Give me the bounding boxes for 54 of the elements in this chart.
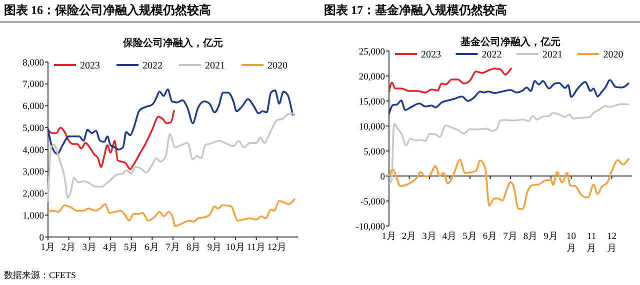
x-tick-label: 9月	[544, 231, 558, 242]
x-tick-label: 10月	[226, 242, 246, 253]
y-tick-label: 4,000	[22, 146, 44, 156]
y-tick-label: 5,000	[22, 124, 44, 134]
y-tick-label: 8,000	[22, 58, 44, 68]
x-tick-label: 12月	[267, 242, 287, 253]
legend-label: 2021	[205, 60, 225, 72]
x-tick-label: 3月	[82, 242, 98, 253]
x-tick-label: 4月	[442, 231, 458, 242]
x-tick-label: 3月	[422, 231, 437, 242]
chart-title: 图表 17：基金净融入规模仍然较高	[324, 3, 507, 17]
x-tick-label: 12月	[606, 232, 617, 254]
y-tick-label: 10,000	[358, 122, 386, 132]
chart-title: 图表 16：保险公司净融入规模仍然较高	[4, 3, 211, 17]
x-tick-label: 11月	[586, 232, 596, 254]
legend-label: 2022	[142, 60, 162, 72]
x-tick-label: 2月	[402, 231, 417, 242]
source-note: 数据来源：CFETS	[4, 270, 76, 280]
x-tick-label: 6月	[144, 242, 160, 253]
x-tick-label: 9月	[207, 242, 222, 253]
y-tick-label: 3,000	[22, 168, 44, 178]
legend-label: 2023	[80, 60, 100, 72]
x-tick-label: 1月	[40, 242, 56, 253]
y-tick-label: 25,000	[358, 47, 386, 58]
y-tick-label: 20,000	[358, 72, 386, 82]
x-tick-label: 8月	[186, 242, 202, 253]
y-tick-label: 1,000	[22, 211, 44, 222]
legend-label: 2021	[542, 50, 562, 60]
y-tick-label: 7,000	[22, 80, 44, 90]
legend-label: 2023	[421, 50, 441, 60]
y-tick-label: -5,000	[360, 197, 386, 208]
y-tick-label: 2,000	[22, 190, 44, 200]
x-tick-label: 10月	[566, 232, 576, 254]
x-tick-label: 4月	[103, 242, 118, 253]
legend-label: 2020	[268, 60, 288, 72]
x-tick-label: 5月	[124, 242, 139, 253]
x-tick-label: 8月	[523, 231, 538, 242]
legend-label: 2020	[603, 50, 624, 60]
legend-label: 2022	[482, 50, 502, 60]
x-tick-label: 5月	[462, 231, 478, 242]
x-tick-label: 7月	[166, 242, 180, 253]
y-tick-label: 5,000	[364, 147, 386, 158]
y-tick-label: 15,000	[358, 97, 386, 108]
chart-subtitle: 保险公司净融入，亿元	[122, 37, 223, 49]
x-tick-label: 1月	[382, 231, 396, 242]
y-tick-label: 6,000	[22, 102, 44, 112]
y-tick-label: 0	[380, 172, 386, 182]
y-tick-label: 0	[39, 233, 44, 244]
x-tick-label: 6月	[482, 231, 498, 242]
x-tick-label: 2月	[61, 242, 76, 253]
x-tick-label: 7月	[503, 231, 518, 242]
x-tick-label: 11月	[246, 242, 266, 253]
y-tick-label: -10,000	[356, 222, 386, 232]
chart-subtitle: 基金公司净融入，亿元	[460, 36, 560, 48]
